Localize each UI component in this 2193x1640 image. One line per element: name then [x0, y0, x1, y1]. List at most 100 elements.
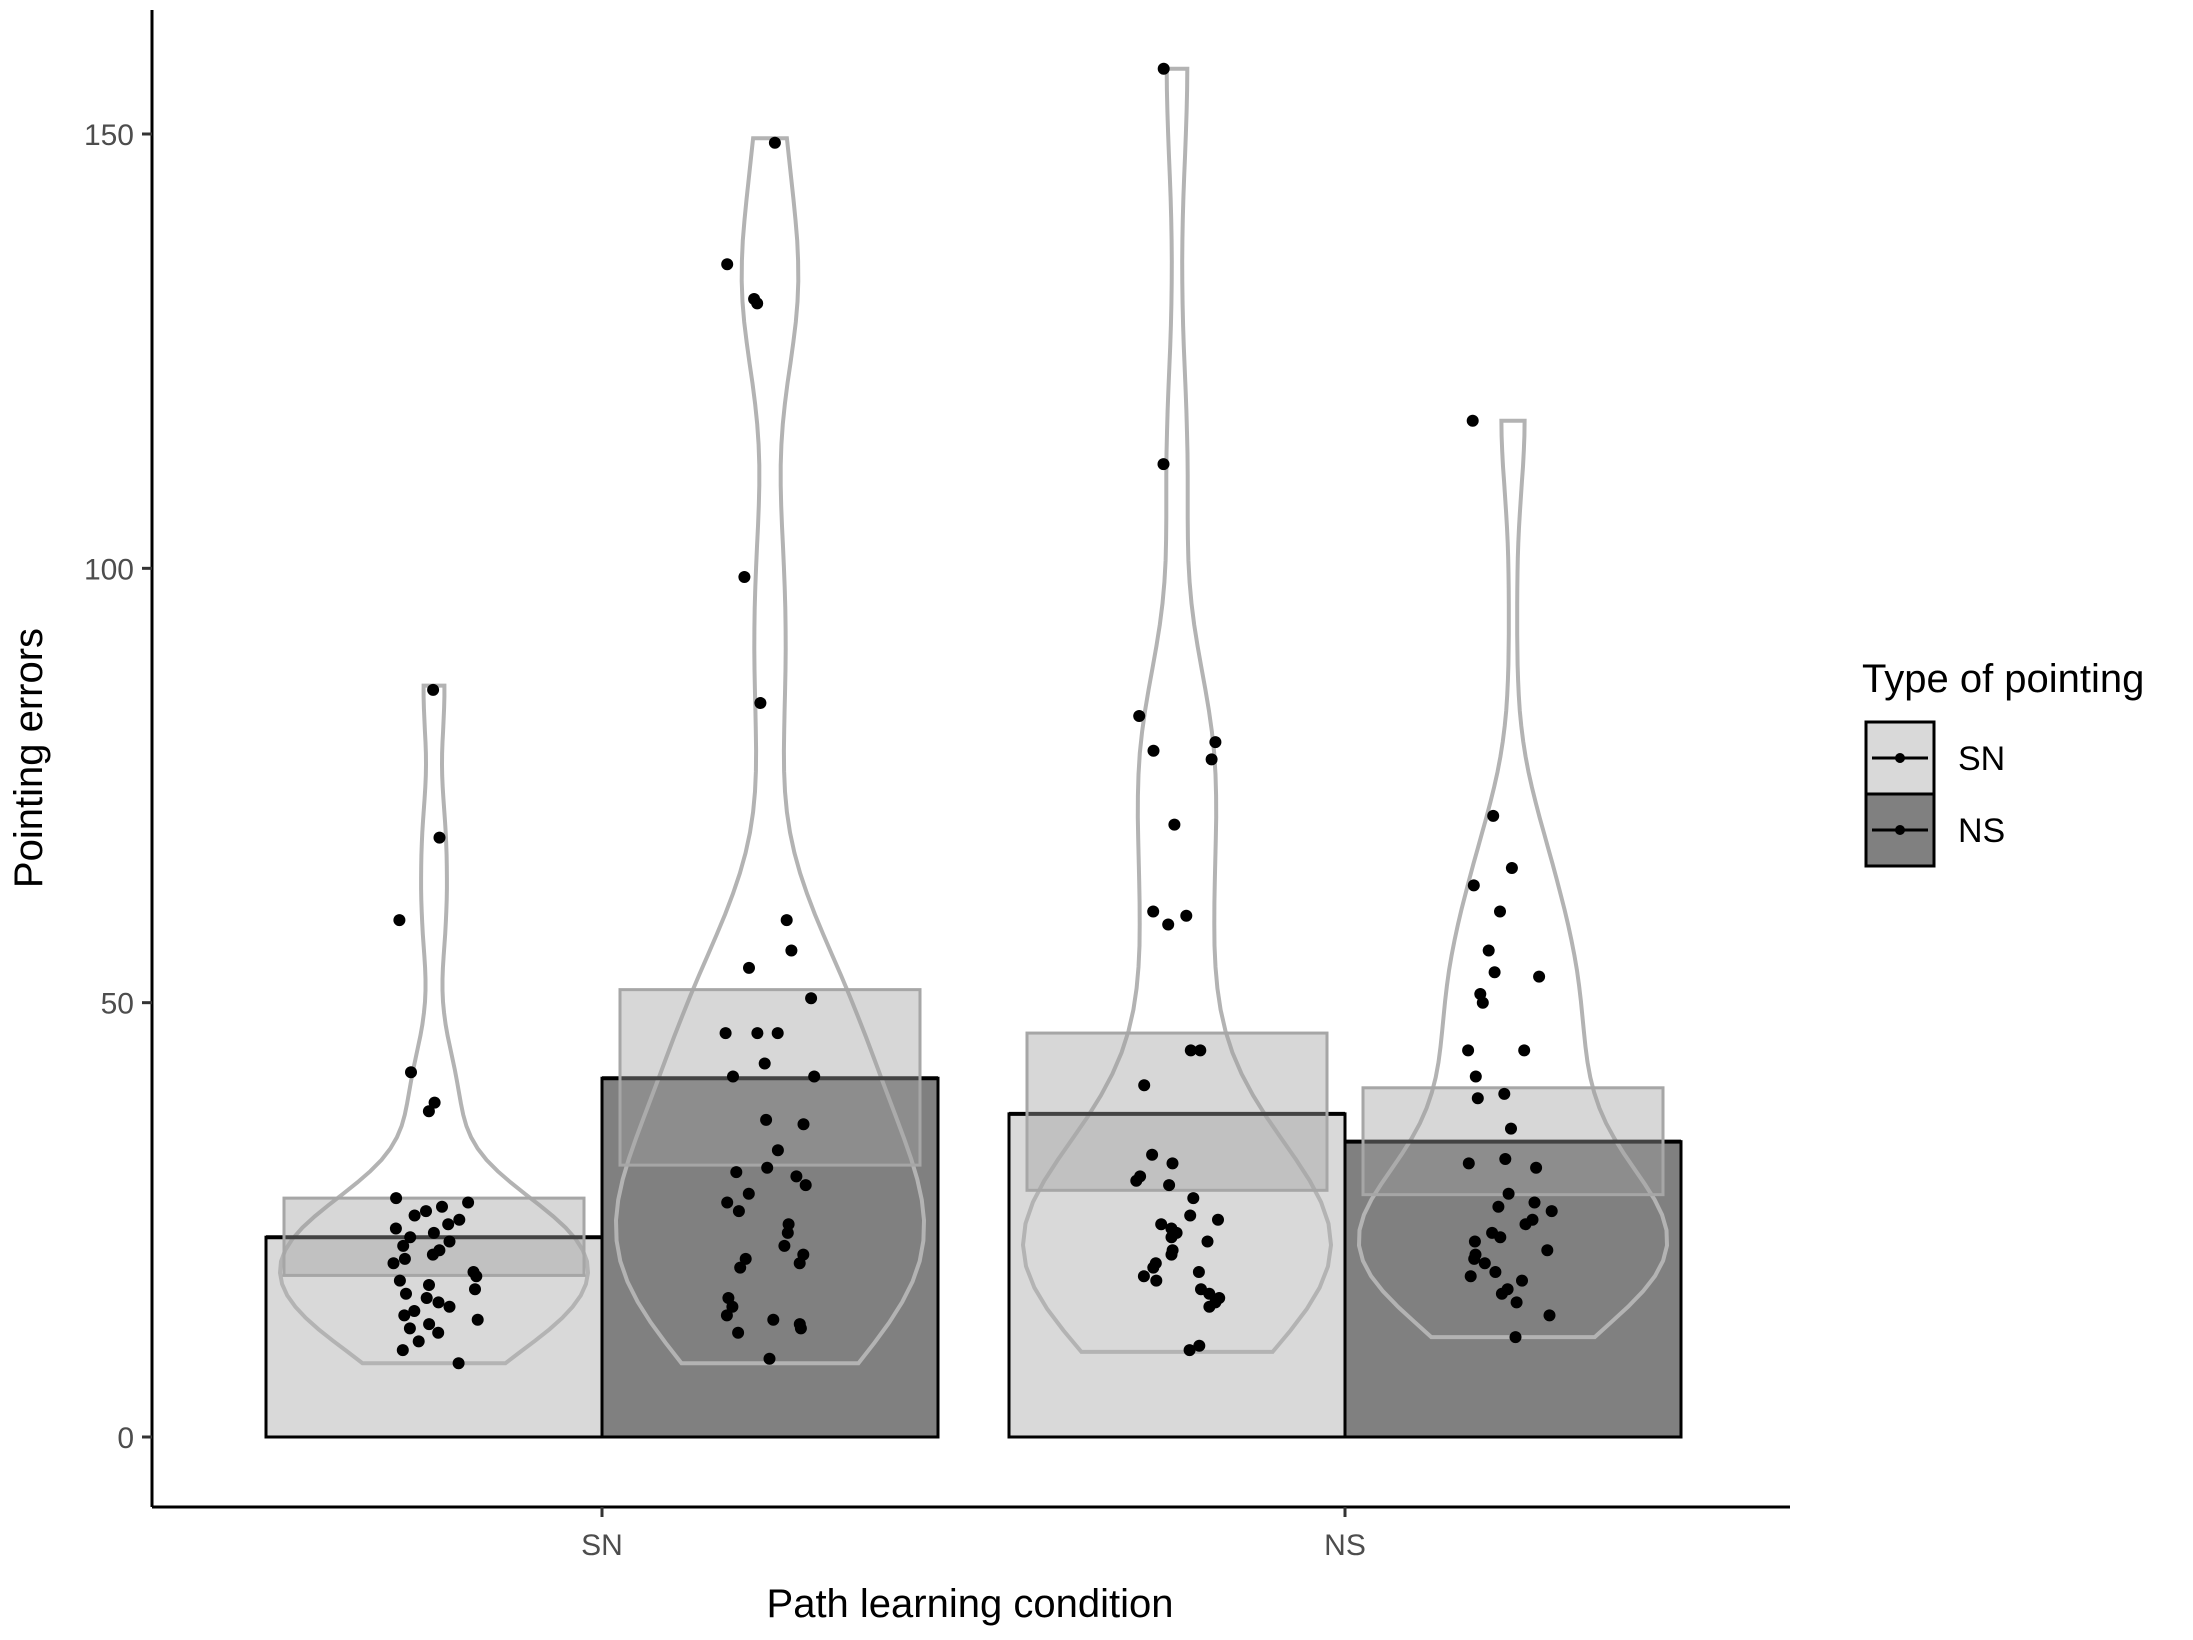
data-point-ns-ns	[1543, 1309, 1556, 1322]
data-point-ns-sn	[721, 258, 734, 271]
data-point-sn-sn	[471, 1313, 484, 1326]
data-point-ns-sn	[739, 1252, 752, 1265]
data-point-sn-sn	[400, 1287, 412, 1300]
data-point-ns-ns	[1499, 1153, 1512, 1165]
data-point-ns-ns	[1469, 1070, 1482, 1083]
data-point-sn-sn	[408, 1305, 421, 1317]
data-point-sn-sn	[398, 1309, 411, 1322]
bar-sn-sn	[264, 1235, 604, 1439]
data-point-sn-sn	[436, 1200, 448, 1213]
data-point-ns-sn	[727, 1070, 739, 1083]
ci-layer	[282, 988, 1665, 1277]
data-point-sn-sn	[396, 1344, 409, 1357]
data-point-ns-sn	[743, 961, 755, 974]
data-point-ns-sn	[771, 1144, 784, 1157]
data-point-ns-ns	[1476, 996, 1489, 1009]
data-point-ns-sn	[754, 697, 767, 709]
data-point-ns-ns	[1530, 1161, 1543, 1174]
data-point-sn-sn	[398, 1252, 411, 1265]
data-point-sn-sn	[432, 1326, 445, 1339]
legend-title: Type of pointing	[1862, 657, 2144, 701]
data-point-sn-sn	[452, 1357, 465, 1370]
data-point-ns-ns	[1494, 1231, 1507, 1244]
data-point-ns-sn	[738, 571, 751, 583]
data-point-ns-sn	[763, 1352, 776, 1365]
legend-key-point	[1895, 753, 1905, 763]
data-point-ns-ns	[1462, 1044, 1475, 1057]
data-point-sn-sn	[397, 1239, 410, 1252]
x-tick-label: NS	[1324, 1529, 1366, 1562]
data-point-ns-ns	[1482, 944, 1495, 957]
data-point-sn-ns	[1183, 1344, 1196, 1357]
x-tick-label: SN	[581, 1529, 623, 1562]
data-point-ns-ns	[1494, 905, 1506, 918]
data-point-sn-ns	[1168, 818, 1181, 831]
data-point-sn-sn	[426, 1248, 439, 1261]
x-axis-title: Path learning condition	[767, 1582, 1174, 1626]
data-point-ns-sn	[767, 1313, 780, 1326]
data-point-ns-sn	[721, 1196, 734, 1209]
data-point-sn-ns	[1147, 1261, 1160, 1274]
data-point-ns-sn	[751, 297, 764, 310]
data-point-ns-ns	[1502, 1187, 1515, 1200]
data-point-sn-ns	[1203, 1300, 1216, 1313]
data-point-ns-sn	[761, 1161, 774, 1174]
data-point-sn-ns	[1205, 753, 1218, 766]
data-point-sn-ns	[1147, 744, 1160, 757]
data-point-sn-sn	[427, 683, 440, 696]
data-point-sn-ns	[1138, 1079, 1151, 1092]
data-point-ns-sn	[799, 1179, 812, 1192]
data-point-sn-ns	[1184, 1044, 1197, 1057]
violin-ns-sn	[613, 136, 927, 1366]
data-point-ns-sn	[751, 1027, 764, 1040]
data-point-sn-ns	[1194, 1044, 1207, 1057]
data-point-ns-ns	[1518, 1044, 1531, 1057]
data-point-ns-ns	[1489, 1266, 1502, 1278]
data-point-sn-ns	[1162, 918, 1175, 931]
data-point-sn-ns	[1133, 710, 1146, 722]
data-point-ns-sn	[780, 914, 793, 927]
data-point-ns-sn	[793, 1257, 806, 1270]
data-point-sn-ns	[1193, 1339, 1206, 1352]
ci-band-ns-ns	[1361, 1086, 1665, 1197]
data-point-ns-sn	[726, 1300, 739, 1313]
data-point-sn-ns	[1201, 1235, 1214, 1248]
data-point-sn-sn	[469, 1283, 481, 1296]
data-point-sn-sn	[462, 1196, 475, 1209]
data-point-sn-ns	[1192, 1266, 1205, 1278]
data-point-ns-sn	[797, 1118, 810, 1131]
data-point-ns-ns	[1468, 1252, 1481, 1265]
data-point-sn-sn	[387, 1257, 400, 1270]
data-point-sn-sn	[423, 1279, 435, 1291]
y-tick-label: 100	[84, 553, 134, 586]
data-point-sn-sn	[390, 1192, 403, 1205]
data-point-sn-sn	[403, 1322, 416, 1335]
data-point-ns-ns	[1471, 1092, 1484, 1105]
data-point-sn-sn	[422, 1105, 435, 1118]
data-point-ns-ns	[1488, 966, 1501, 979]
data-point-ns-sn	[734, 1261, 747, 1274]
data-point-sn-sn	[393, 1274, 406, 1287]
data-point-sn-ns	[1137, 1270, 1150, 1283]
data-point-ns-ns	[1505, 862, 1518, 874]
data-point-ns-ns	[1541, 1244, 1554, 1257]
data-point-ns-ns	[1466, 414, 1479, 427]
data-point-ns-sn	[808, 1070, 821, 1083]
data-point-ns-ns	[1462, 1157, 1475, 1170]
data-point-ns-ns	[1492, 1200, 1505, 1213]
y-axis-title: Pointing errors	[7, 628, 51, 888]
data-point-ns-ns	[1467, 879, 1480, 892]
data-point-ns-sn	[719, 1027, 732, 1040]
data-point-sn-ns	[1209, 736, 1222, 749]
data-point-sn-sn	[453, 1213, 466, 1226]
data-point-ns-ns	[1487, 809, 1500, 822]
data-point-sn-sn	[433, 831, 446, 844]
data-point-sn-sn	[443, 1300, 456, 1313]
data-point-ns-sn	[781, 1226, 794, 1239]
data-point-ns-ns	[1505, 1122, 1517, 1135]
data-point-sn-ns	[1146, 1148, 1159, 1161]
data-point-ns-sn	[794, 1322, 807, 1335]
data-point-ns-sn	[768, 136, 781, 149]
data-point-sn-sn	[393, 914, 406, 927]
